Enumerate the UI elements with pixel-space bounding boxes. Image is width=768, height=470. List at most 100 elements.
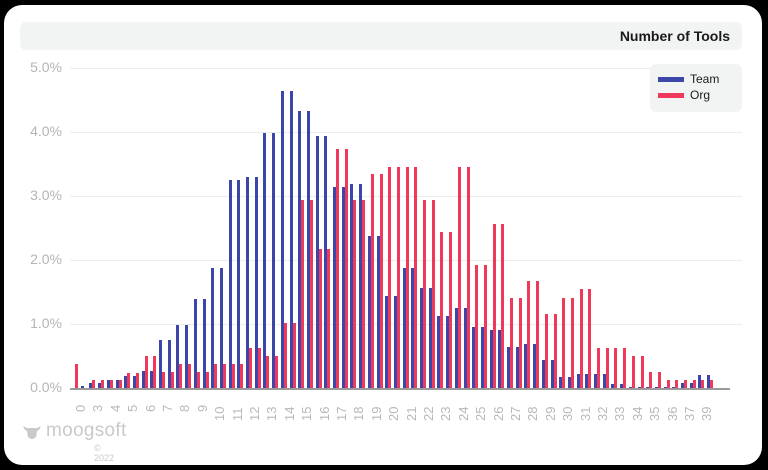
- x-tick-label: 15: [299, 406, 315, 421]
- bar-team: [707, 375, 711, 388]
- legend-swatch-org: [658, 93, 684, 98]
- bar-team: [176, 325, 180, 388]
- bar-team: [533, 344, 537, 388]
- x-tick-label: 8: [177, 404, 193, 412]
- x-tick-label: 28: [525, 406, 541, 421]
- bar-org: [536, 281, 540, 388]
- chart-card: [4, 5, 762, 465]
- x-tick-label: 13: [264, 406, 280, 421]
- bar-org: [510, 298, 513, 388]
- bar-org: [649, 372, 653, 388]
- bar-team: [124, 376, 128, 388]
- bar-org: [605, 348, 609, 388]
- legend: Team Org: [650, 64, 742, 112]
- bar-team: [454, 308, 458, 388]
- x-tick-label: 18: [351, 406, 367, 421]
- bar-org: [214, 364, 218, 388]
- bar-team: [341, 187, 345, 388]
- bar-team: [672, 387, 676, 388]
- bar-org: [257, 348, 261, 388]
- bar-team: [428, 288, 432, 388]
- bar-org: [188, 364, 192, 388]
- bar-team: [80, 386, 84, 388]
- x-tick-label: 19: [368, 406, 384, 421]
- legend-swatch-team: [658, 77, 684, 82]
- bar-org: [336, 149, 339, 388]
- bar-org: [527, 281, 531, 388]
- bar-team: [193, 299, 197, 388]
- bar-org: [118, 380, 122, 388]
- x-tick-label: 36: [664, 406, 680, 421]
- bar-team: [663, 387, 667, 388]
- y-tick-label: 1.0%: [30, 315, 62, 331]
- x-tick-label: 29: [542, 406, 558, 421]
- x-tick-label: 20: [386, 406, 402, 421]
- bar-team: [263, 133, 267, 388]
- x-tick-label: 27: [508, 406, 523, 421]
- x-tick-label: 24: [455, 406, 471, 421]
- bar-team: [515, 347, 519, 388]
- bar-org: [379, 174, 383, 388]
- bar-org: [431, 200, 435, 388]
- bar-org: [205, 372, 209, 388]
- bar-org: [423, 200, 426, 388]
- bar-team: [446, 316, 450, 388]
- bar-org: [196, 372, 200, 388]
- bar-team: [472, 327, 476, 388]
- bar-org: [222, 364, 226, 388]
- bar-team: [219, 268, 223, 388]
- bar-org: [75, 364, 78, 388]
- bar-org: [249, 348, 252, 388]
- bar-org: [597, 348, 600, 388]
- bar-org: [710, 380, 714, 388]
- bar-org: [127, 373, 131, 388]
- bar-team: [115, 380, 119, 388]
- cow-head-icon: [23, 426, 41, 439]
- bar-org: [666, 380, 670, 388]
- bar-team: [298, 111, 302, 388]
- x-tick-label: 33: [612, 406, 628, 421]
- bar-team: [402, 268, 406, 388]
- bar-team: [524, 344, 528, 388]
- bar-org: [483, 265, 487, 388]
- bar-org: [631, 356, 635, 388]
- bar-org: [692, 380, 696, 388]
- brand-name: moogsoft: [46, 420, 127, 441]
- bar-team: [167, 340, 171, 388]
- bar-team: [228, 180, 232, 388]
- bar-org: [614, 348, 618, 388]
- legend-label-team: Team: [690, 72, 720, 86]
- bar-team: [480, 327, 484, 388]
- bar-team: [420, 288, 423, 388]
- x-tick-label: 23: [438, 406, 454, 421]
- bar-team: [272, 133, 276, 388]
- bar-team: [376, 236, 380, 388]
- bar-org: [266, 356, 270, 388]
- bar-org: [318, 249, 322, 388]
- bar-org: [405, 167, 409, 388]
- bar-org: [466, 167, 470, 388]
- y-tick-label: 3.0%: [30, 187, 62, 203]
- x-tick-label: 10: [212, 406, 228, 421]
- bar-team: [498, 330, 502, 388]
- chart-title-bar: Number of Tools: [20, 22, 742, 50]
- gridline: [70, 68, 742, 69]
- bar-team: [646, 387, 650, 388]
- x-tick-label: 9: [194, 404, 210, 412]
- bar-org: [275, 356, 279, 388]
- bar-team: [550, 360, 554, 388]
- x-tick-label: 25: [473, 406, 489, 421]
- bar-team: [280, 91, 284, 388]
- bar-org: [449, 232, 453, 388]
- bar-org: [344, 149, 348, 388]
- bar-org: [588, 289, 592, 388]
- chart-title: Number of Tools: [619, 28, 730, 44]
- x-tick-label: 12: [247, 406, 262, 421]
- bar-org: [362, 200, 366, 388]
- bar-team: [507, 347, 510, 388]
- x-tick-label: 17: [334, 406, 349, 421]
- bar-team: [237, 180, 241, 388]
- bar-team: [202, 299, 206, 388]
- x-tick-label: 14: [281, 406, 297, 421]
- copyright: © 2022: [94, 443, 115, 463]
